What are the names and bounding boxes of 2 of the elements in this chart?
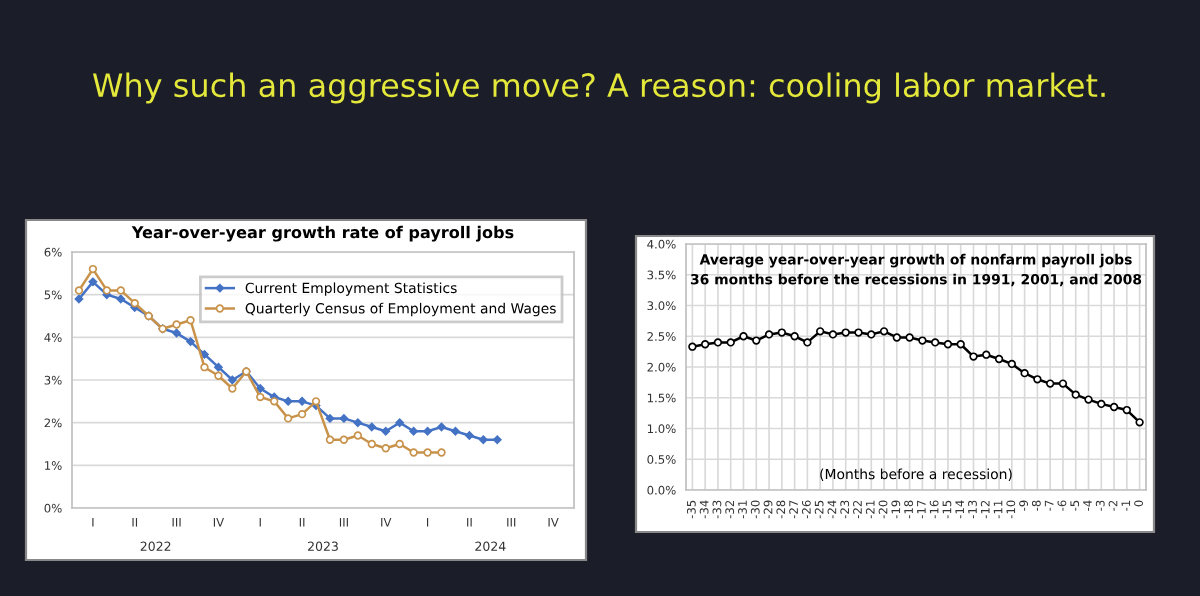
text: Why such an aggressive move? A reason: cooling labor market. xyxy=(92,72,1105,104)
chart-title: Year-over-year growth rate of payroll jobs xyxy=(131,225,514,242)
